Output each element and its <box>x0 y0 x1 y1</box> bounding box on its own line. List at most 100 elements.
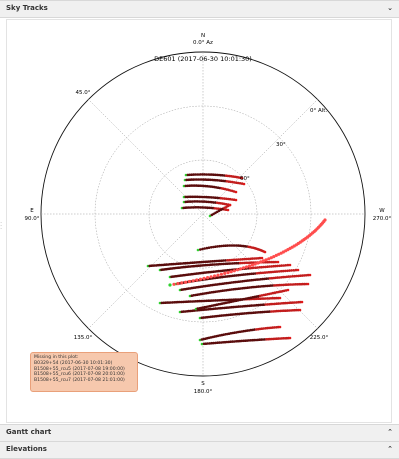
track-point <box>267 257 271 261</box>
track-point <box>223 340 227 344</box>
track-point <box>239 261 242 265</box>
gantt-chart-panel-header[interactable]: Gantt chart ⌃ <box>0 424 399 442</box>
missing-item: B1508+55_rcu5 (2017-07-08 19:00:00) <box>34 366 125 372</box>
track-point <box>206 342 210 345</box>
track-point <box>217 196 221 200</box>
missing-sources-box: Missing in this plot: B0329+54 (2017-06-… <box>30 352 138 392</box>
track-point <box>270 260 274 264</box>
track-point <box>254 266 258 270</box>
track-point <box>247 257 250 261</box>
track-point <box>214 259 218 263</box>
track-point <box>292 269 296 272</box>
track-point <box>234 198 238 202</box>
track-point <box>238 182 242 185</box>
track-point <box>235 268 240 272</box>
south-label: S <box>201 381 205 387</box>
resize-handle-icon[interactable]: · · · <box>0 219 3 233</box>
track-point <box>231 258 235 262</box>
track-point <box>272 260 276 264</box>
chevron-down-icon[interactable]: ⌄ <box>387 4 393 12</box>
track-point <box>224 244 227 247</box>
track-point <box>199 173 203 176</box>
track-point <box>297 282 301 286</box>
track-point <box>278 264 282 268</box>
track-point <box>229 244 233 247</box>
track-point <box>195 173 199 176</box>
track-point <box>306 282 310 286</box>
track-point <box>299 274 302 278</box>
track-point <box>282 309 286 313</box>
track-point <box>270 265 273 268</box>
track-point <box>245 265 249 269</box>
track-point <box>214 196 217 199</box>
track-point <box>266 265 269 269</box>
track-point <box>225 197 228 201</box>
track-point <box>216 179 219 182</box>
track-point <box>240 261 244 265</box>
track-point <box>263 277 266 281</box>
track-point <box>281 269 285 273</box>
chevron-up-icon[interactable]: ⌃ <box>387 428 393 436</box>
track-point <box>209 246 213 249</box>
track-point <box>284 264 288 267</box>
track-point <box>248 261 252 265</box>
track-point <box>236 339 240 343</box>
track-point <box>230 198 234 201</box>
track-point <box>235 258 239 262</box>
track-point <box>193 184 197 187</box>
track-point <box>283 275 287 279</box>
track-point <box>213 274 217 278</box>
track-point <box>294 268 298 272</box>
track-point <box>278 276 281 279</box>
track-point <box>205 260 209 264</box>
track-point <box>199 248 202 251</box>
track-point <box>268 277 272 280</box>
track-point <box>259 260 263 264</box>
track-point <box>238 273 242 277</box>
track-point <box>297 274 300 278</box>
track-point <box>252 272 255 276</box>
elevations-panel-header[interactable]: Elevations ⌃ <box>0 441 399 459</box>
track-point <box>323 218 327 222</box>
track-point <box>232 269 236 273</box>
track-point <box>263 271 267 274</box>
track-point <box>212 212 215 216</box>
track-point <box>212 341 215 345</box>
track-point <box>184 280 188 284</box>
track-point <box>225 340 229 344</box>
track-point <box>295 274 298 278</box>
track-point <box>265 271 269 274</box>
track-point <box>221 197 224 200</box>
track-point <box>243 257 246 261</box>
track-point <box>221 341 225 344</box>
track-point <box>261 259 266 263</box>
track-point <box>229 340 232 344</box>
track-point <box>288 263 292 267</box>
track-point <box>205 246 209 250</box>
track-point <box>289 275 293 278</box>
track-point <box>304 274 308 277</box>
track-point <box>308 273 312 277</box>
track-point <box>252 257 256 260</box>
track-point <box>266 297 269 300</box>
alt-0-label: 0° Alt. <box>310 108 327 114</box>
track-point <box>228 258 231 262</box>
track-point <box>304 282 308 286</box>
track-point <box>274 253 278 257</box>
track-point <box>265 277 268 281</box>
track-point <box>267 270 271 274</box>
track-point <box>278 325 282 329</box>
track-point <box>249 257 252 261</box>
track-point <box>256 266 260 269</box>
missing-header: Missing in this plot: <box>34 355 79 360</box>
track-point <box>195 278 199 282</box>
track-point <box>271 270 275 274</box>
track-point <box>196 248 200 252</box>
track-point <box>272 264 275 268</box>
track-point <box>198 277 203 281</box>
track-point <box>223 197 226 200</box>
sky-tracks-panel-header[interactable]: Sky Tracks ⌄ <box>0 0 399 18</box>
track-point <box>301 282 305 286</box>
chevron-up-icon[interactable]: ⌃ <box>387 445 393 453</box>
track-point <box>264 258 268 262</box>
